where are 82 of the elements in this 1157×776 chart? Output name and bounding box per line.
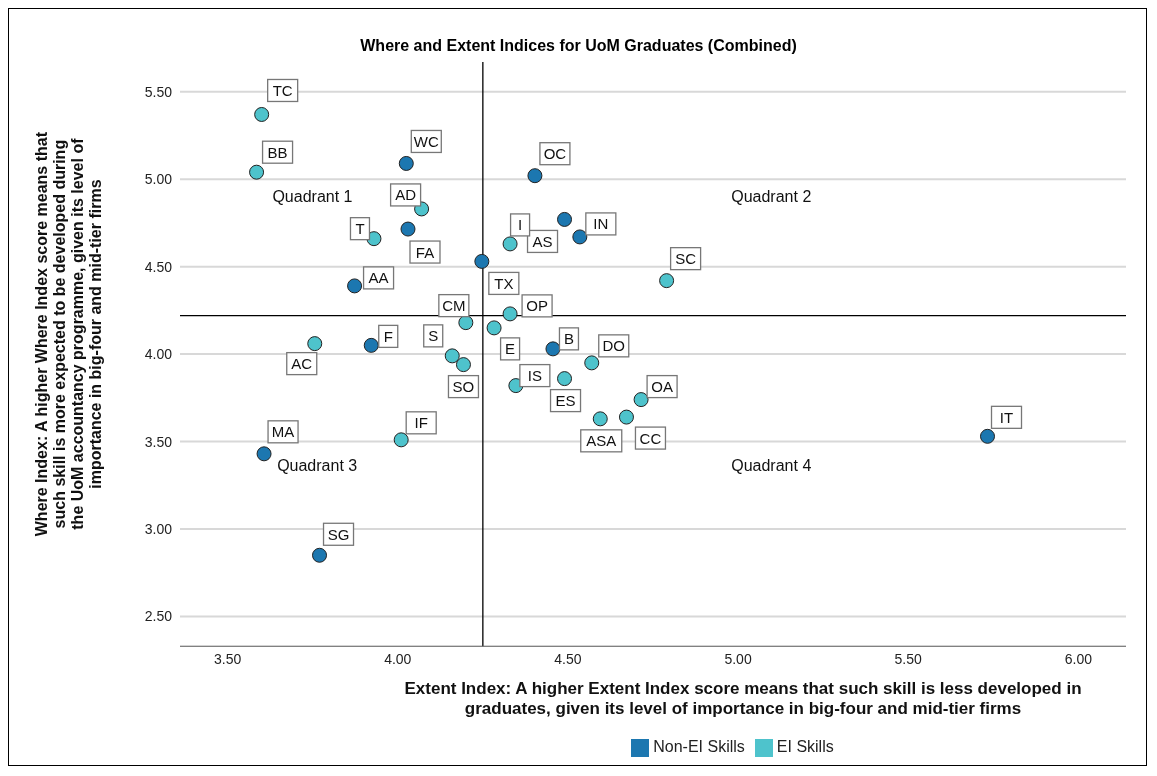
annotation: OA — [651, 378, 673, 396]
annotation: TX — [494, 274, 514, 292]
annotation: B — [563, 330, 574, 348]
annotation: BB — [267, 143, 288, 161]
point — [363, 337, 379, 353]
annotation: Quadrant 1 — [272, 187, 353, 205]
point — [545, 341, 561, 357]
annotation: CC — [639, 429, 662, 447]
chart-title: Where and Extent Indices for UoM Graduates (Combined) — [359, 37, 798, 55]
point — [444, 348, 460, 364]
annotation: E — [505, 340, 516, 358]
point — [584, 355, 600, 371]
x-tick-label: 5.00 — [724, 651, 752, 668]
annotation: Quadrant 4 — [731, 456, 812, 474]
point — [249, 164, 265, 180]
annotation: AC — [291, 355, 313, 373]
y-tick-label: 5.00 — [144, 171, 173, 188]
annotation: ES — [555, 392, 576, 410]
point — [458, 315, 474, 331]
point — [980, 428, 995, 444]
annotation: IN — [593, 215, 609, 233]
point — [592, 411, 608, 427]
point — [527, 168, 543, 184]
point — [618, 409, 634, 425]
point — [633, 392, 649, 408]
annotation: IT — [999, 408, 1014, 426]
y-tick-label: 3.00 — [144, 521, 173, 538]
annotation: IF — [414, 414, 428, 432]
x-tick-label: 5.50 — [894, 651, 923, 668]
annotation: AA — [368, 269, 389, 287]
annotation: WC — [413, 132, 439, 150]
annotation: S — [428, 327, 439, 345]
point — [557, 371, 573, 387]
annotation: CM — [442, 297, 466, 315]
annotation: IS — [527, 367, 542, 385]
legend-label: EI Skills — [776, 738, 834, 756]
annotation: F — [383, 327, 393, 345]
annotation: Quadrant 2 — [731, 187, 812, 205]
annotation: SC — [675, 250, 697, 268]
point — [455, 357, 471, 373]
point — [254, 106, 270, 122]
x-axis-title: Extent Index: A higher Extent Index score means that such skill is less developed in graduates, given its level of importance in big-four and mid-tier firms — [404, 679, 1082, 719]
point — [347, 278, 363, 294]
point — [502, 306, 518, 322]
annotation: AS — [532, 232, 553, 250]
y-tick-label: 2.50 — [144, 608, 173, 625]
point — [256, 446, 272, 462]
point — [502, 236, 518, 252]
annotation: AD — [395, 186, 417, 204]
annotation: T — [355, 220, 365, 238]
x-tick-label: 3.50 — [214, 651, 242, 668]
x-tick-label: 4.00 — [384, 651, 412, 668]
point — [393, 432, 409, 448]
annotation: Quadrant 3 — [277, 456, 358, 474]
annotation: OP — [526, 297, 548, 315]
point — [557, 211, 573, 227]
annotation: FA — [415, 243, 435, 261]
y-tick-label: 5.50 — [144, 83, 173, 100]
point — [312, 547, 328, 563]
annotation: TC — [272, 81, 293, 99]
point — [659, 273, 675, 289]
x-tick-label: 4.50 — [554, 651, 582, 668]
annotation: SO — [452, 378, 475, 396]
y-tick-label: 3.50 — [144, 433, 173, 450]
annotation: ASA — [586, 432, 617, 450]
point — [474, 253, 490, 269]
annotation: I — [517, 216, 523, 234]
point — [398, 155, 414, 171]
y-tick-label: 4.00 — [144, 346, 173, 363]
point — [572, 229, 588, 245]
point — [486, 320, 502, 336]
y-axis-title: Where Index: A higher Where Index score means that such skill is more expected to be developed during the UoM accountancy programme, given its level of importance in big-four and mid-tier firms — [33, 131, 104, 537]
y-tick-label: 4.50 — [144, 258, 173, 275]
point — [307, 336, 323, 352]
annotation: MA — [271, 423, 295, 441]
legend-label: Non-EI Skills — [653, 738, 745, 756]
point — [366, 231, 382, 247]
point — [400, 221, 416, 237]
annotation: SG — [327, 525, 350, 543]
annotation: DO — [602, 337, 625, 355]
x-tick-label: 6.00 — [1064, 651, 1093, 668]
annotation: OC — [543, 145, 567, 163]
